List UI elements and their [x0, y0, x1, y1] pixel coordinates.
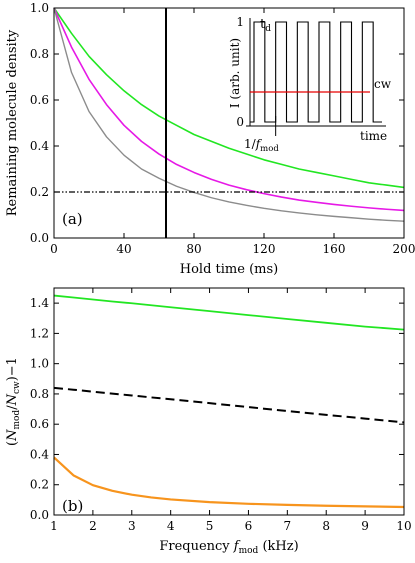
y-tick-label: 1.4 [30, 296, 49, 310]
x-tick-label: 1 [50, 519, 58, 533]
x-tick-label: 160 [323, 242, 346, 256]
inset-plot: 01 td cw time I (arb. unit) 1/fmod [228, 15, 392, 154]
x-tick-label: 200 [393, 242, 415, 256]
inset-pulse-train [250, 21, 382, 123]
panel-b-series [53, 294, 405, 509]
panel-b: 1 2 3 4 5 6 7 8 9 100.00.20.40.60.81.01.21.4 (b) … [5, 287, 412, 556]
series-line [53, 456, 405, 509]
y-tick-label: 0.0 [30, 231, 49, 245]
series-line [53, 294, 405, 331]
y-tick-label: 0.6 [30, 417, 49, 431]
inset-period-label: 1/fmod [244, 137, 279, 154]
panel-a-ticks: 0 40 80 120 160 200 0.0 0.2 0.4 0.6 0.8 1.0 [30, 1, 415, 256]
x-tick-label: 10 [396, 519, 411, 533]
panel-a-y-axis-label: Remaining molecule density [5, 29, 20, 216]
series-line [53, 7, 405, 212]
panel-a-x-axis-label: Hold time (ms) [180, 262, 278, 277]
x-tick-label: 2 [89, 519, 97, 533]
x-tick-label: 120 [253, 242, 276, 256]
series-line [53, 7, 405, 222]
panel-b-x-axis-label: Frequency fmod (kHz) [159, 539, 298, 556]
x-tick-label: 4 [167, 519, 175, 533]
panel-b-frame [53, 287, 405, 516]
inset-y-tick-label: 0 [236, 115, 244, 129]
x-tick-label: 6 [245, 519, 253, 533]
x-tick-label: 3 [128, 519, 136, 533]
panel-b-label: (b) [62, 497, 83, 515]
y-tick-label: 0.0 [30, 508, 49, 522]
x-tick-label: 9 [361, 519, 369, 533]
y-tick-label: 0.4 [30, 139, 49, 153]
series-line [53, 7, 405, 189]
y-tick-label: 0.4 [30, 447, 49, 461]
panel-a-series [53, 7, 405, 222]
series-line [53, 386, 405, 424]
inset-x-label: time [360, 129, 387, 143]
panel-a-frame [53, 7, 405, 239]
panel-a-label: (a) [62, 210, 83, 228]
y-tick-label: 1.0 [30, 1, 49, 15]
y-tick-label: 0.6 [30, 93, 49, 107]
x-tick-label: 8 [322, 519, 330, 533]
y-tick-label: 0.2 [30, 185, 49, 199]
inset-td-label: td [260, 17, 271, 34]
inset-ticks: 01 [236, 15, 386, 129]
x-tick-label: 0 [50, 242, 58, 256]
inset-y-label: I (arb. unit) [228, 38, 242, 108]
x-tick-label: 40 [116, 242, 131, 256]
y-tick-label: 0.2 [30, 478, 49, 492]
inset-cw-label: cw [374, 77, 392, 91]
y-tick-label: 1.0 [30, 357, 49, 371]
x-tick-label: 80 [186, 242, 201, 256]
y-tick-label: 0.8 [30, 387, 49, 401]
x-tick-label: 5 [206, 519, 214, 533]
y-tick-label: 1.2 [30, 326, 49, 340]
y-tick-label: 0.8 [30, 47, 49, 61]
inset-y-tick-label: 1 [236, 15, 244, 29]
x-tick-label: 7 [284, 519, 292, 533]
panel-b-y-axis-label: (Nmod/Ncw)−1 [5, 357, 22, 446]
